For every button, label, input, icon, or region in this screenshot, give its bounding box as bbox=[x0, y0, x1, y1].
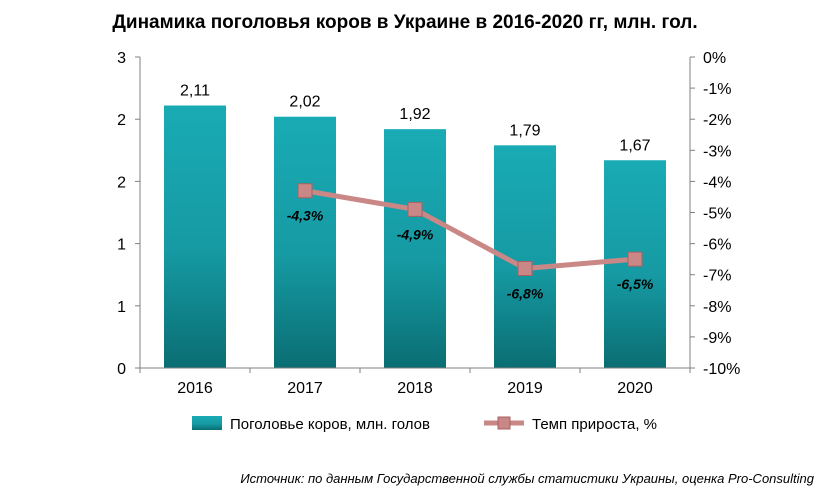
x-tick-label: 2016 bbox=[177, 380, 213, 397]
bar-2016 bbox=[164, 105, 226, 369]
right-tick-label: -4% bbox=[703, 174, 731, 191]
bar-value-label: 2,11 bbox=[180, 83, 210, 100]
left-tick-label: 2 bbox=[117, 112, 126, 129]
right-tick-label: -2% bbox=[703, 112, 731, 129]
x-tick-label: 2017 bbox=[287, 380, 323, 397]
right-tick-label: -7% bbox=[703, 268, 731, 285]
growth-marker bbox=[297, 183, 313, 199]
bar-value-label: 2,02 bbox=[289, 94, 320, 111]
x-tick-label: 2020 bbox=[617, 380, 653, 397]
right-tick-label: -3% bbox=[703, 143, 731, 160]
right-tick-label: -8% bbox=[703, 299, 731, 316]
bar-2018 bbox=[384, 129, 446, 368]
x-tick-label: 2019 bbox=[507, 380, 543, 397]
bar-2017 bbox=[274, 116, 336, 368]
left-tick-label: 0 bbox=[117, 361, 126, 378]
growth-value-label: -6,8% bbox=[507, 285, 544, 301]
x-tick-label: 2018 bbox=[397, 380, 433, 397]
source-note: Источник: по данным Государственной служ… bbox=[240, 471, 814, 486]
growth-value-label: -4,9% bbox=[397, 226, 434, 242]
right-tick-label: 0% bbox=[703, 50, 726, 67]
line-layer: -4,3% -4,9% -6,8% -6,5% bbox=[287, 183, 654, 301]
axes-layer: 0 1 1 2 2 3 -10% -9% -8% -7% -6% -5% -4% -3% -2% -1% 0% 2… bbox=[117, 50, 740, 397]
legend: Поголовье коров, млн. голов Темп прироста… bbox=[192, 416, 657, 433]
growth-line bbox=[304, 188, 636, 271]
legend-line-marker bbox=[497, 416, 511, 430]
right-tick-label: -9% bbox=[703, 330, 731, 347]
left-tick-label: 1 bbox=[117, 237, 126, 254]
bars-layer: 2,11 2,02 1,92 1,79 1,67 bbox=[164, 83, 666, 369]
bar-value-label: 1,92 bbox=[399, 106, 430, 123]
growth-marker bbox=[627, 251, 643, 267]
legend-bar-swatch bbox=[192, 416, 222, 430]
left-tick-label: 2 bbox=[117, 174, 126, 191]
growth-marker bbox=[517, 260, 533, 276]
right-tick-label: -1% bbox=[703, 81, 731, 98]
growth-value-label: -4,3% bbox=[287, 208, 324, 224]
right-tick-label: -6% bbox=[703, 237, 731, 254]
legend-line-label: Темп прироста, % bbox=[532, 416, 657, 433]
growth-value-label: -6,5% bbox=[617, 276, 654, 292]
growth-marker bbox=[407, 201, 423, 217]
right-tick-label: -5% bbox=[703, 206, 731, 223]
chart-title: Динамика поголовья коров в Украине в 201… bbox=[112, 12, 697, 33]
legend-bar-label: Поголовье коров, млн. голов bbox=[230, 416, 430, 433]
left-tick-label: 3 bbox=[117, 50, 126, 67]
bar-value-label: 1,79 bbox=[509, 122, 540, 139]
bar-value-label: 1,67 bbox=[619, 137, 650, 154]
left-tick-label: 1 bbox=[117, 299, 126, 316]
right-tick-label: -10% bbox=[703, 361, 740, 378]
